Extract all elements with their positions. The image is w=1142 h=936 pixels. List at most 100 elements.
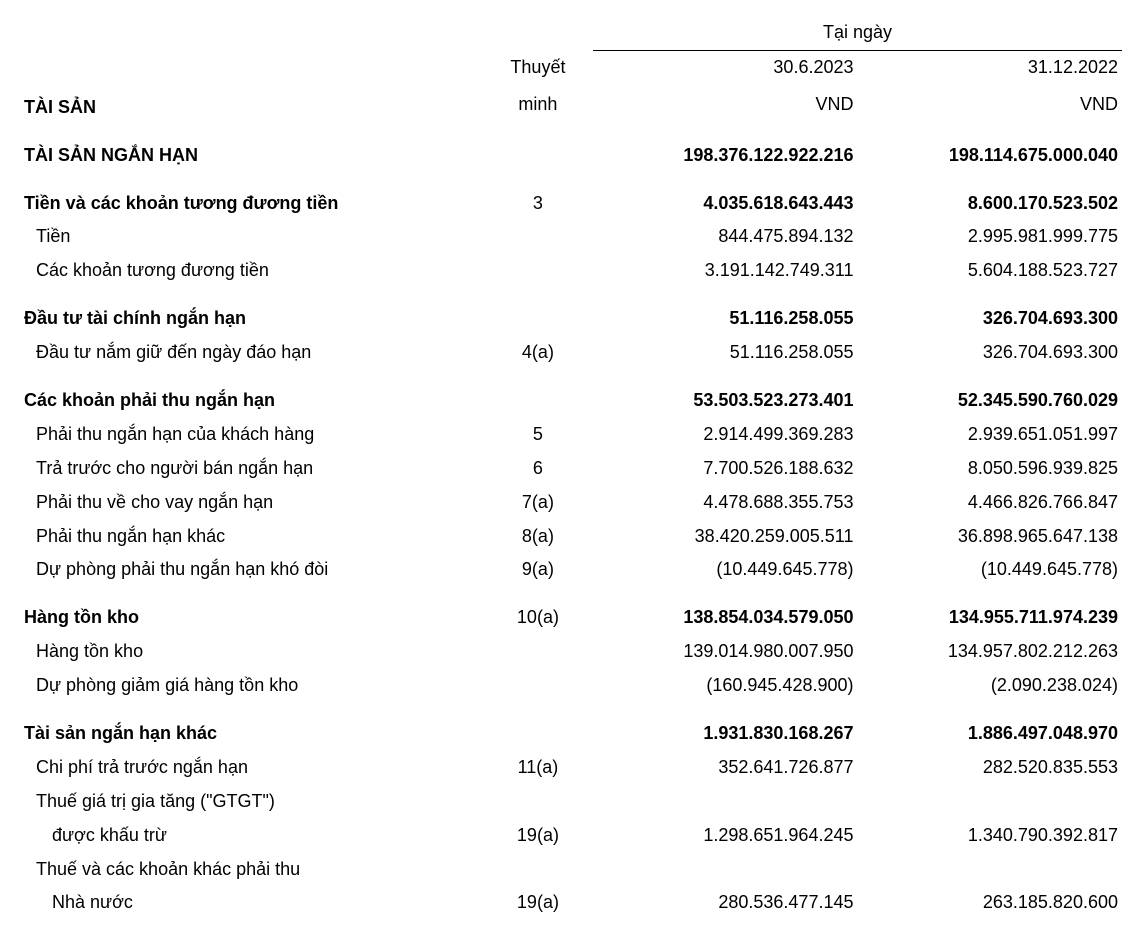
header-d1-line2: VND	[593, 88, 857, 125]
row-label: Thuế giá trị gia tăng ("GTGT")	[20, 785, 483, 819]
row-value-prior: 263.185.820.600	[858, 886, 1123, 920]
table-row	[20, 703, 1122, 717]
row-value-prior: 4.466.826.766.847	[858, 486, 1123, 520]
row-note	[483, 717, 593, 751]
row-value-prior: 282.520.835.553	[858, 751, 1123, 785]
row-label: Đầu tư tài chính ngắn hạn	[20, 302, 483, 336]
row-label: Phải thu ngắn hạn của khách hàng	[20, 418, 483, 452]
row-note	[483, 254, 593, 288]
row-value-prior: 8.600.170.523.502	[858, 187, 1123, 221]
row-note: 19(a)	[483, 819, 593, 853]
row-note	[483, 302, 593, 336]
row-label: Trả trước cho người bán ngắn hạn	[20, 452, 483, 486]
table-row: Nhà nước19(a)280.536.477.145263.185.820.…	[20, 886, 1122, 920]
row-value-prior: (10.449.645.778)	[858, 553, 1123, 587]
table-row: Tiền 844.475.894.1322.995.981.999.775	[20, 220, 1122, 254]
header-date-group: Tại ngày	[593, 16, 1122, 50]
row-label: Tiền và các khoản tương đương tiền	[20, 187, 483, 221]
row-note: 8(a)	[483, 520, 593, 554]
header-d2-line1: 31.12.2022	[858, 50, 1123, 87]
row-note	[483, 139, 593, 173]
row-value-current: 51.116.258.055	[593, 302, 857, 336]
row-label: Chi phí trả trước ngắn hạn	[20, 751, 483, 785]
table-row: Trả trước cho người bán ngắn hạn67.700.5…	[20, 452, 1122, 486]
row-value-current: 2.914.499.369.283	[593, 418, 857, 452]
row-value-prior: 1.886.497.048.970	[858, 717, 1123, 751]
table-row: Thuế và các khoản khác phải thu	[20, 853, 1122, 887]
table-row: Các khoản tương đương tiền 3.191.142.749.…	[20, 254, 1122, 288]
row-value-prior: 2.939.651.051.997	[858, 418, 1123, 452]
row-value-current: 4.478.688.355.753	[593, 486, 857, 520]
row-note	[483, 785, 593, 819]
row-note: 5	[483, 418, 593, 452]
row-label: Phải thu về cho vay ngắn hạn	[20, 486, 483, 520]
header-note-line1: Thuyết	[483, 50, 593, 87]
row-value-current: 51.116.258.055	[593, 336, 857, 370]
header-col1-line1	[20, 50, 483, 87]
table-row: Phải thu ngắn hạn của khách hàng52.914.4…	[20, 418, 1122, 452]
row-value-prior: 1.340.790.392.817	[858, 819, 1123, 853]
row-label: Hàng tồn kho	[20, 601, 483, 635]
row-label: Dự phòng phải thu ngắn hạn khó đòi	[20, 553, 483, 587]
table-row: Chi phí trả trước ngắn hạn11(a)352.641.7…	[20, 751, 1122, 785]
row-label: Tài sản ngắn hạn khác	[20, 717, 483, 751]
row-value-current	[593, 785, 857, 819]
row-value-prior: 326.704.693.300	[858, 302, 1123, 336]
row-value-prior: 326.704.693.300	[858, 336, 1123, 370]
table-row: Tài sản ngắn hạn khác 1.931.830.168.2671.…	[20, 717, 1122, 751]
row-value-current: (10.449.645.778)	[593, 553, 857, 587]
row-value-prior: 134.957.802.212.263	[858, 635, 1123, 669]
table-row	[20, 288, 1122, 302]
row-label: TÀI SẢN NGẮN HẠN	[20, 139, 483, 173]
table-row: Tiền và các khoản tương đương tiền34.035…	[20, 187, 1122, 221]
row-note	[483, 669, 593, 703]
row-value-current: 3.191.142.749.311	[593, 254, 857, 288]
table-row: Đầu tư nắm giữ đến ngày đáo hạn4(a)51.11…	[20, 336, 1122, 370]
row-value-current: 1.298.651.964.245	[593, 819, 857, 853]
row-note	[483, 853, 593, 887]
row-value-prior: 2.995.981.999.775	[858, 220, 1123, 254]
header-blank	[20, 16, 483, 50]
row-value-current: 844.475.894.132	[593, 220, 857, 254]
row-label: Hàng tồn kho	[20, 635, 483, 669]
table-row: được khấu trừ19(a)1.298.651.964.2451.340…	[20, 819, 1122, 853]
row-value-current: 138.854.034.579.050	[593, 601, 857, 635]
row-value-current: 7.700.526.188.632	[593, 452, 857, 486]
row-label: Các khoản phải thu ngắn hạn	[20, 384, 483, 418]
table-row: Các khoản phải thu ngắn hạn53.503.523.27…	[20, 384, 1122, 418]
row-note	[483, 635, 593, 669]
row-label: Dự phòng giảm giá hàng tồn kho	[20, 669, 483, 703]
row-label: Phải thu ngắn hạn khác	[20, 520, 483, 554]
table-row: Thuế giá trị gia tăng ("GTGT")	[20, 785, 1122, 819]
row-note: 9(a)	[483, 553, 593, 587]
row-note: 3	[483, 187, 593, 221]
header-note-line2: minh	[483, 88, 593, 125]
row-value-prior	[858, 853, 1123, 887]
row-value-current: 139.014.980.007.950	[593, 635, 857, 669]
header-col1-line2: TÀI SẢN	[20, 88, 483, 125]
row-label: Tiền	[20, 220, 483, 254]
header-note-blank	[483, 16, 593, 50]
table-row	[20, 173, 1122, 187]
row-value-prior	[858, 785, 1123, 819]
row-value-prior: (2.090.238.024)	[858, 669, 1123, 703]
row-value-prior: 36.898.965.647.138	[858, 520, 1123, 554]
balance-sheet-body: TÀI SẢN NGẮN HẠN198.376.122.922.216198.1…	[20, 139, 1122, 921]
row-note: 19(a)	[483, 886, 593, 920]
row-note: 6	[483, 452, 593, 486]
row-value-prior: 8.050.596.939.825	[858, 452, 1123, 486]
row-value-prior: 198.114.675.000.040	[858, 139, 1123, 173]
table-row: Hàng tồn kho10(a)138.854.034.579.050134.…	[20, 601, 1122, 635]
table-row: Hàng tồn kho 139.014.980.007.950134.957.8…	[20, 635, 1122, 669]
row-value-prior: 134.955.711.974.239	[858, 601, 1123, 635]
row-value-current: 1.931.830.168.267	[593, 717, 857, 751]
table-row: Đầu tư tài chính ngắn hạn 51.116.258.0553…	[20, 302, 1122, 336]
row-label: Thuế và các khoản khác phải thu	[20, 853, 483, 887]
row-value-current: 38.420.259.005.511	[593, 520, 857, 554]
row-value-prior: 5.604.188.523.727	[858, 254, 1123, 288]
table-row	[20, 370, 1122, 384]
row-value-current: 352.641.726.877	[593, 751, 857, 785]
row-label: Đầu tư nắm giữ đến ngày đáo hạn	[20, 336, 483, 370]
row-label: Các khoản tương đương tiền	[20, 254, 483, 288]
balance-sheet-table: Tại ngày Thuyết 30.6.2023 31.12.2022 TÀI…	[20, 16, 1122, 920]
